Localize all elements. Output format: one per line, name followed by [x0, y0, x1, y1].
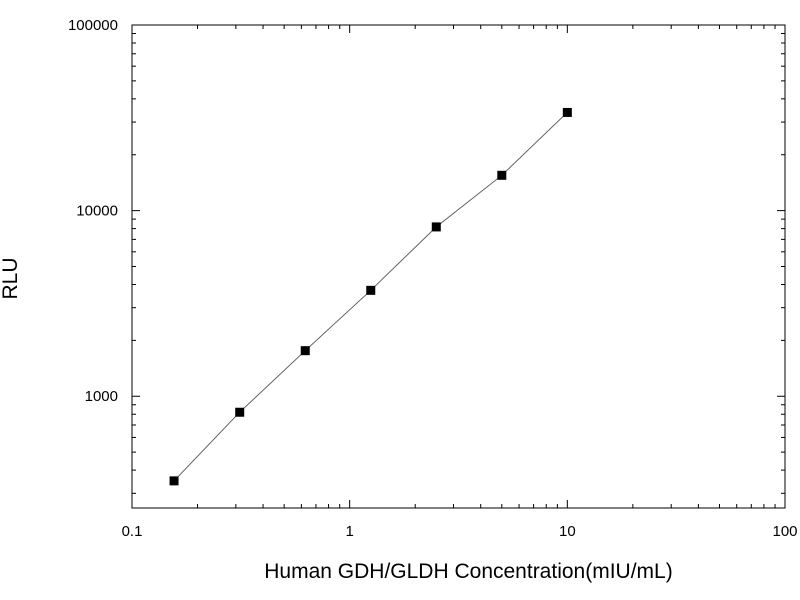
plot-frame: [131, 24, 786, 509]
x-tick-label: 0.1: [122, 523, 143, 540]
data-point: [169, 476, 179, 486]
x-tick-label: 100: [772, 523, 797, 540]
y-axis-ticks: 1000 10000 100000: [68, 17, 785, 494]
data-point: [300, 346, 310, 356]
y-tick-label: 1000: [85, 388, 118, 405]
x-axis-ticks: 0.1 1 10 100: [122, 25, 798, 540]
x-axis-title: Human GDH/GLDH Concentration(mIU/mL): [264, 560, 672, 583]
data-point: [497, 170, 507, 180]
y-tick-label: 100000: [68, 17, 118, 34]
data-point: [431, 222, 441, 232]
data-point: [562, 107, 572, 117]
data-point: [366, 285, 376, 295]
x-tick-label: 1: [345, 523, 353, 540]
data-point: [235, 407, 245, 417]
plot-border: [131, 24, 786, 509]
y-tick-label: 10000: [76, 203, 118, 220]
x-tick-label: 10: [559, 523, 576, 540]
y-axis-title: RLU: [0, 257, 22, 299]
series-line: [173, 112, 568, 482]
series-points: [169, 107, 572, 486]
fit-line: [173, 112, 568, 482]
